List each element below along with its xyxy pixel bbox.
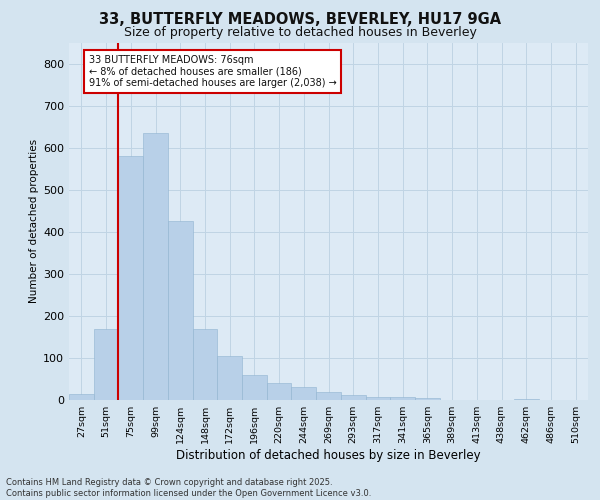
Bar bbox=[341, 395, 365, 400]
Text: 33 BUTTERFLY MEADOWS: 76sqm
← 8% of detached houses are smaller (186)
91% of sem: 33 BUTTERFLY MEADOWS: 76sqm ← 8% of deta… bbox=[89, 55, 337, 88]
Bar bbox=[415, 398, 440, 400]
Bar bbox=[292, 388, 316, 400]
X-axis label: Distribution of detached houses by size in Beverley: Distribution of detached houses by size … bbox=[176, 449, 481, 462]
Bar bbox=[267, 383, 292, 400]
Bar bbox=[193, 328, 217, 400]
Bar bbox=[94, 328, 118, 400]
Text: 33, BUTTERFLY MEADOWS, BEVERLEY, HU17 9GA: 33, BUTTERFLY MEADOWS, BEVERLEY, HU17 9G… bbox=[99, 12, 501, 28]
Bar bbox=[118, 156, 143, 400]
Y-axis label: Number of detached properties: Number of detached properties bbox=[29, 139, 39, 304]
Text: Contains HM Land Registry data © Crown copyright and database right 2025.
Contai: Contains HM Land Registry data © Crown c… bbox=[6, 478, 371, 498]
Bar bbox=[514, 399, 539, 400]
Bar bbox=[168, 221, 193, 400]
Bar bbox=[69, 394, 94, 400]
Text: Size of property relative to detached houses in Beverley: Size of property relative to detached ho… bbox=[124, 26, 476, 39]
Bar bbox=[316, 392, 341, 400]
Bar bbox=[143, 133, 168, 400]
Bar bbox=[217, 356, 242, 400]
Bar bbox=[365, 396, 390, 400]
Bar bbox=[390, 397, 415, 400]
Bar bbox=[242, 375, 267, 400]
